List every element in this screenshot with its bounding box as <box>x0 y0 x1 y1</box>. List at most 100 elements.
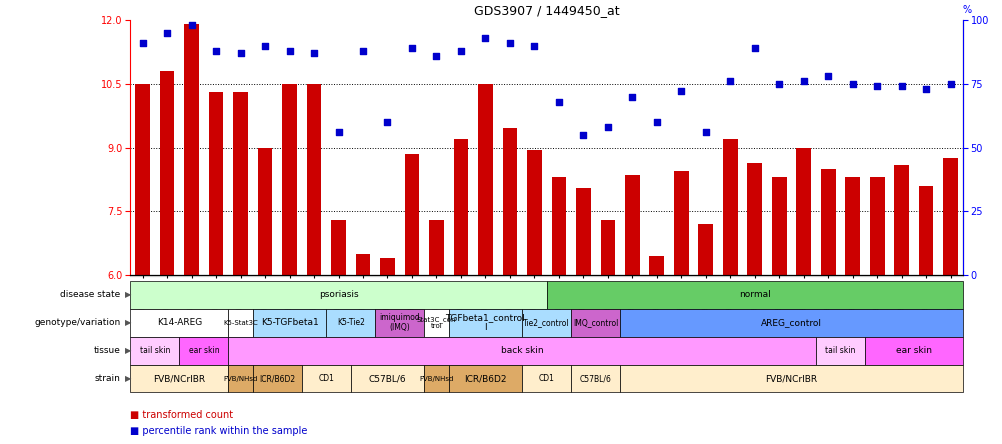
Point <box>134 40 150 47</box>
Bar <box>502 128 517 275</box>
Bar <box>722 139 736 275</box>
Bar <box>130 337 179 365</box>
Point <box>207 47 223 54</box>
Bar <box>575 188 590 275</box>
Point <box>428 52 444 59</box>
Bar <box>522 365 570 392</box>
Bar <box>673 171 688 275</box>
Point <box>893 83 909 90</box>
Bar <box>356 254 370 275</box>
Bar <box>942 158 957 275</box>
Point <box>745 44 763 52</box>
Bar <box>453 139 468 275</box>
Bar <box>258 148 273 275</box>
Text: C57BL/6: C57BL/6 <box>579 374 611 383</box>
Bar <box>522 309 570 337</box>
Text: K14-AREG: K14-AREG <box>156 318 201 327</box>
Bar <box>649 256 663 275</box>
Point <box>232 50 248 57</box>
Bar <box>864 337 962 365</box>
Text: FVB/NCrIBR: FVB/NCrIBR <box>765 374 817 383</box>
Bar <box>619 309 962 337</box>
Point <box>379 119 395 126</box>
Point <box>404 44 420 52</box>
Bar <box>351 365 424 392</box>
Bar <box>404 154 419 275</box>
Point <box>672 88 688 95</box>
Point <box>282 47 298 54</box>
Text: genotype/variation: genotype/variation <box>34 318 120 327</box>
Text: ■ transformed count: ■ transformed count <box>130 410 233 420</box>
Text: ▶: ▶ <box>125 374 131 383</box>
Text: ▶: ▶ <box>125 318 131 327</box>
Text: Tie2_control: Tie2_control <box>523 318 569 327</box>
Text: ear skin: ear skin <box>895 346 931 355</box>
Text: CD1: CD1 <box>538 374 554 383</box>
Bar <box>526 150 541 275</box>
Bar <box>253 309 326 337</box>
Title: GDS3907 / 1449450_at: GDS3907 / 1449450_at <box>473 4 619 17</box>
Text: ▶: ▶ <box>125 290 131 299</box>
Bar <box>894 165 908 275</box>
Point <box>477 34 493 41</box>
Point <box>526 42 542 49</box>
Point <box>599 124 615 131</box>
Bar <box>228 309 253 337</box>
Point <box>869 83 885 90</box>
Bar <box>772 178 786 275</box>
Bar <box>307 84 321 275</box>
Point <box>575 131 591 139</box>
Text: strain: strain <box>94 374 120 383</box>
Bar <box>448 309 522 337</box>
Text: TGFbeta1_control
l: TGFbeta1_control l <box>445 313 525 332</box>
Bar <box>130 365 228 392</box>
Text: %: % <box>962 5 971 15</box>
Bar <box>380 258 395 275</box>
Bar <box>135 84 150 275</box>
Bar <box>619 365 962 392</box>
Bar <box>429 220 443 275</box>
Bar <box>159 71 174 275</box>
Text: disease state: disease state <box>60 290 120 299</box>
Bar <box>478 84 492 275</box>
Text: back skin: back skin <box>500 346 543 355</box>
Bar <box>208 92 223 275</box>
Text: normal: normal <box>738 290 770 299</box>
Bar <box>233 92 247 275</box>
Text: IMQ_control: IMQ_control <box>572 318 617 327</box>
Text: ■ percentile rank within the sample: ■ percentile rank within the sample <box>130 426 308 436</box>
Text: ear skin: ear skin <box>188 346 219 355</box>
Bar <box>302 365 351 392</box>
Bar <box>551 178 566 275</box>
Bar <box>326 309 375 337</box>
Bar <box>570 309 619 337</box>
Text: FVB/NHsd: FVB/NHsd <box>419 376 453 381</box>
Text: tissue: tissue <box>93 346 120 355</box>
Point <box>501 40 517 47</box>
Text: tail skin: tail skin <box>825 346 855 355</box>
Bar <box>845 178 859 275</box>
Point <box>942 80 958 87</box>
Bar <box>228 365 253 392</box>
Bar <box>375 309 424 337</box>
Bar <box>796 148 811 275</box>
Bar <box>179 337 228 365</box>
Bar <box>820 169 835 275</box>
Point <box>820 73 836 80</box>
Bar <box>424 365 448 392</box>
Point <box>771 80 787 87</box>
Point <box>648 119 664 126</box>
Point <box>917 85 933 92</box>
Text: psoriasis: psoriasis <box>319 290 358 299</box>
Point <box>844 80 860 87</box>
Text: Stat3C_con
trol: Stat3C_con trol <box>416 316 456 329</box>
Text: ICR/B6D2: ICR/B6D2 <box>464 374 506 383</box>
Point <box>330 129 347 136</box>
Bar <box>130 309 228 337</box>
Bar <box>253 365 302 392</box>
Point <box>159 29 175 36</box>
Bar <box>869 178 884 275</box>
Text: tail skin: tail skin <box>139 346 170 355</box>
Bar <box>816 337 864 365</box>
Point <box>697 129 713 136</box>
